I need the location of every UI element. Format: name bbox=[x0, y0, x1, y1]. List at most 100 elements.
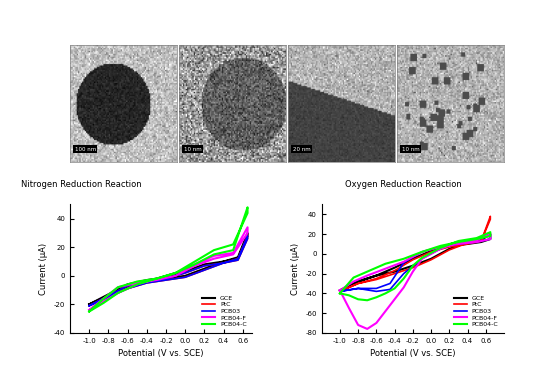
PCB03 bbox=[354, 286, 361, 291]
GCE bbox=[391, 269, 398, 274]
Legend: GCE, PtC, PCB03, PCB04-F, PCB04-C: GCE, PtC, PCB03, PCB04-F, PCB04-C bbox=[200, 293, 249, 330]
GCE bbox=[354, 279, 361, 284]
PCB03 bbox=[337, 289, 343, 294]
PtC bbox=[86, 304, 92, 308]
PCB04-F bbox=[487, 237, 494, 241]
PCB03 bbox=[418, 249, 425, 254]
GCE bbox=[124, 282, 131, 286]
PCB03 bbox=[143, 281, 150, 285]
PCB03 bbox=[86, 304, 92, 308]
GCE bbox=[409, 257, 416, 261]
PCB04-F bbox=[230, 251, 236, 255]
PCB03 bbox=[162, 278, 169, 282]
PtC bbox=[201, 268, 208, 272]
PtC bbox=[391, 272, 398, 276]
PCB04-F bbox=[134, 281, 141, 285]
PCB03 bbox=[473, 238, 480, 242]
PCB04-C bbox=[455, 239, 462, 243]
GCE bbox=[143, 278, 150, 282]
PtC bbox=[86, 304, 92, 308]
GCE bbox=[201, 262, 208, 267]
PCB04-C bbox=[172, 271, 179, 275]
PCB04-F bbox=[437, 245, 444, 249]
PCB04-C bbox=[100, 296, 107, 301]
PCB04-F bbox=[382, 309, 389, 313]
PtC bbox=[487, 217, 494, 221]
PCB04-F bbox=[244, 225, 251, 230]
Text: 10 nm: 10 nm bbox=[184, 147, 202, 151]
PCB04-C bbox=[364, 298, 371, 303]
X-axis label: Potential (V vs. SCE): Potential (V vs. SCE) bbox=[118, 349, 204, 358]
PtC bbox=[105, 294, 112, 298]
PCB04-C bbox=[211, 252, 217, 257]
PCB04-F bbox=[364, 327, 371, 331]
GCE bbox=[220, 259, 227, 264]
PtC bbox=[337, 289, 343, 294]
GCE bbox=[428, 249, 435, 253]
Line: PCB04-C: PCB04-C bbox=[340, 232, 491, 300]
PCB04-F bbox=[115, 285, 122, 289]
Line: GCE: GCE bbox=[340, 234, 491, 290]
Y-axis label: Current (μA): Current (μA) bbox=[39, 243, 48, 295]
GCE bbox=[337, 288, 343, 292]
PtC bbox=[478, 239, 484, 243]
PCB04-C bbox=[455, 240, 462, 244]
PtC bbox=[244, 234, 251, 238]
PCB03 bbox=[337, 289, 343, 294]
PCB04-F bbox=[100, 299, 107, 304]
PCB04-C bbox=[400, 276, 407, 281]
GCE bbox=[487, 237, 494, 241]
GCE bbox=[235, 257, 241, 261]
PCB04-C bbox=[473, 237, 480, 241]
GCE bbox=[391, 266, 398, 270]
PCB04-F bbox=[172, 273, 179, 278]
PCB04-F bbox=[86, 308, 92, 312]
PCB04-C bbox=[350, 275, 357, 280]
PCB04-F bbox=[115, 291, 122, 295]
PCB03 bbox=[124, 286, 131, 291]
PCB04-C bbox=[337, 291, 343, 295]
PCB04-C bbox=[437, 246, 444, 250]
PCB04-C bbox=[86, 309, 92, 314]
PCB04-C bbox=[373, 295, 380, 300]
GCE bbox=[337, 288, 343, 292]
GCE bbox=[105, 294, 112, 298]
Line: PCB04-F: PCB04-F bbox=[89, 227, 248, 310]
PCB04-F bbox=[400, 285, 407, 290]
PCB03 bbox=[400, 261, 407, 265]
PCB04-F bbox=[391, 297, 398, 301]
PtC bbox=[105, 295, 112, 300]
PCB04-F bbox=[418, 249, 425, 254]
PCB03 bbox=[455, 242, 462, 246]
PCB04-F bbox=[400, 260, 407, 264]
GCE bbox=[124, 285, 131, 289]
PCB04-F bbox=[337, 288, 343, 292]
PtC bbox=[428, 258, 435, 262]
PCB04-C bbox=[230, 242, 236, 247]
PCB03 bbox=[162, 276, 169, 281]
PCB04-F bbox=[382, 266, 389, 271]
PCB03 bbox=[373, 289, 380, 294]
PCB04-F bbox=[153, 278, 160, 282]
PtC bbox=[354, 281, 361, 286]
PCB04-F bbox=[346, 306, 352, 310]
PCB04-C bbox=[244, 211, 251, 215]
GCE bbox=[235, 255, 241, 260]
PCB03 bbox=[124, 283, 131, 288]
PCB03 bbox=[455, 240, 462, 244]
Text: Oxygen Reduction Reaction: Oxygen Reduction Reaction bbox=[345, 180, 461, 188]
PCB04-F bbox=[134, 282, 141, 286]
PCB04-F bbox=[350, 279, 357, 284]
PCB04-C bbox=[153, 276, 160, 281]
Y-axis label: Current (μA): Current (μA) bbox=[291, 243, 300, 295]
PtC bbox=[162, 276, 169, 281]
PCB03 bbox=[244, 236, 251, 241]
PCB04-C bbox=[382, 291, 389, 295]
PCB03 bbox=[86, 304, 92, 308]
PCB04-F bbox=[354, 323, 361, 327]
PtC bbox=[162, 278, 169, 282]
PCB04-F bbox=[455, 242, 462, 246]
PtC bbox=[373, 276, 380, 281]
PCB04-F bbox=[192, 262, 198, 267]
GCE bbox=[244, 234, 251, 238]
